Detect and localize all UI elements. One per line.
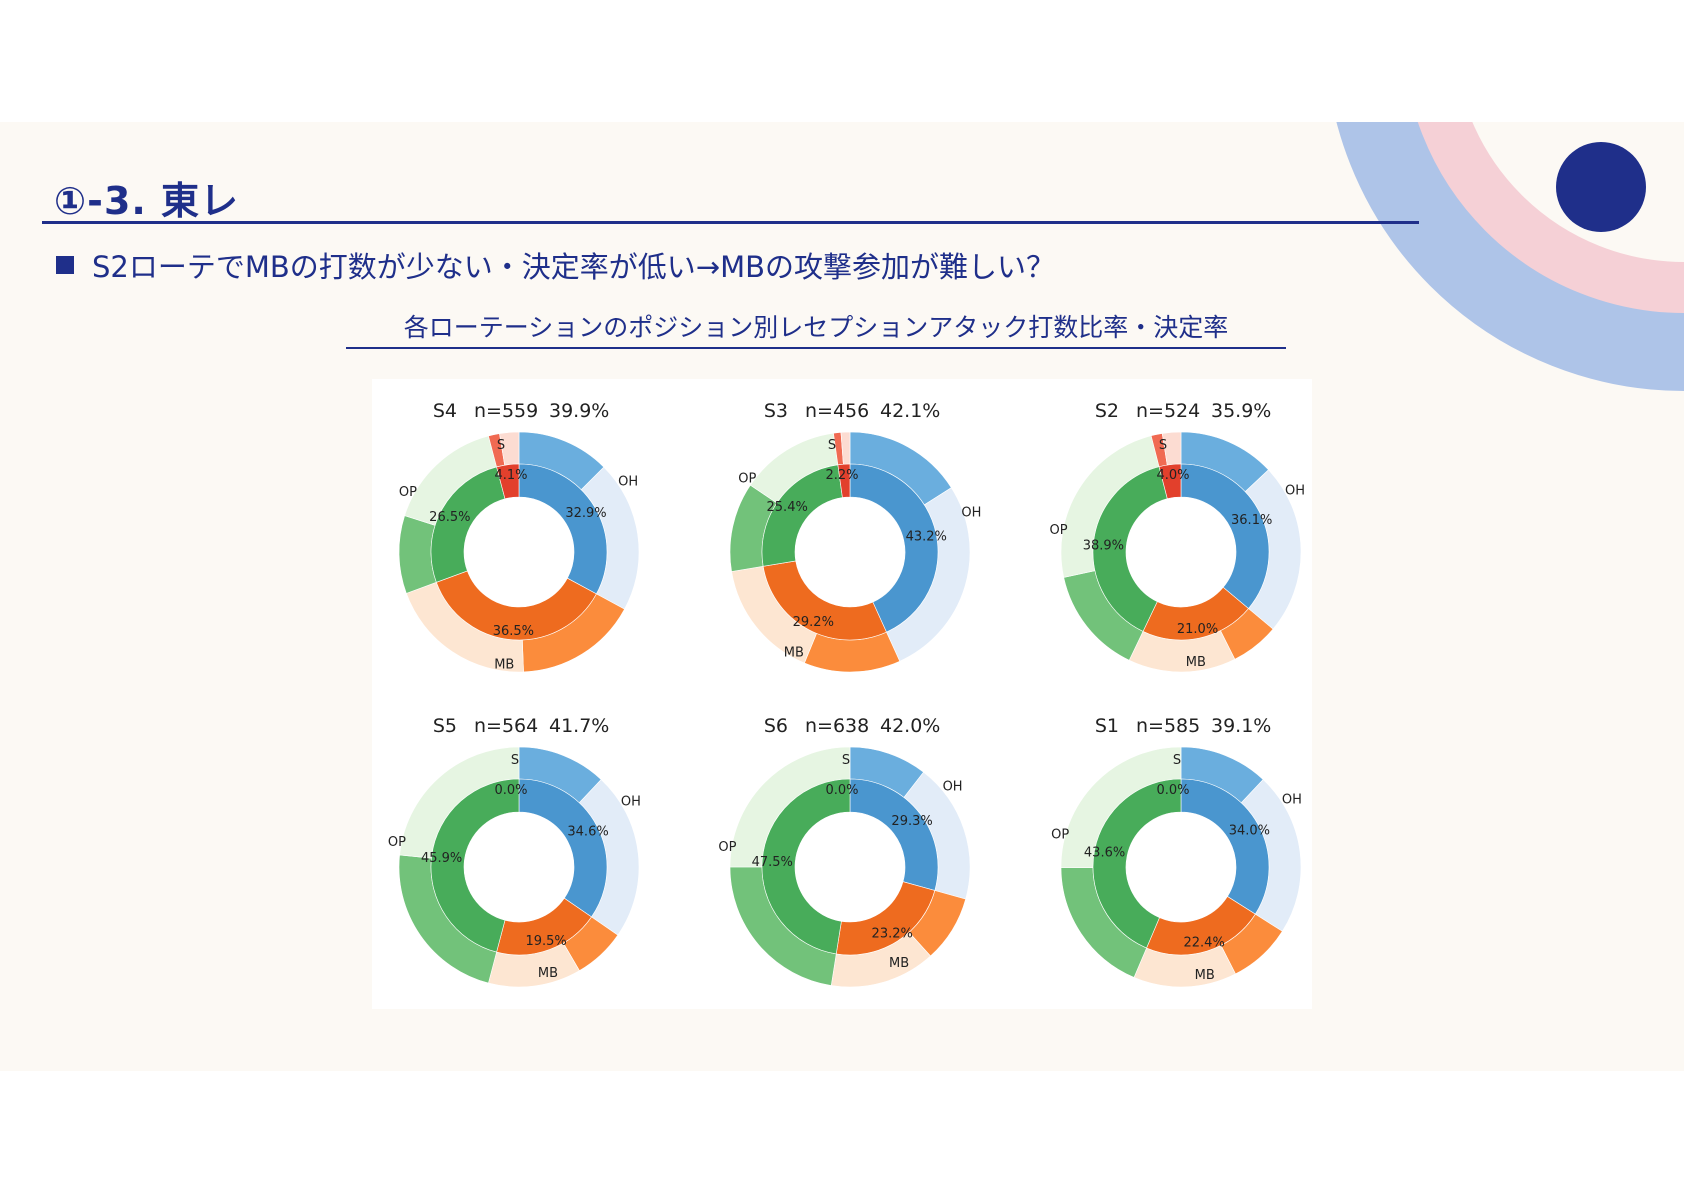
donut-S3: S3 n=456 42.1% 43.2% OH 29.2% MB 25.4% OP 2.2% S	[729, 400, 981, 673]
slide: ①-3. 東レ S2ローテでMBの打数が少ない・決定率が低い→MBの攻撃参加が難…	[0, 122, 1684, 1071]
pct-label-s: 4.1%	[494, 468, 527, 483]
rotation-label: S2	[1095, 400, 1119, 422]
pct-label-s: 0.0%	[1156, 783, 1189, 798]
position-label-mb: MB	[494, 657, 514, 672]
inner-slice-op	[1092, 778, 1182, 949]
rotation-label: S6	[764, 715, 788, 737]
position-label-s: S	[842, 753, 850, 768]
position-label-oh: OH	[1282, 793, 1302, 808]
rotation-label: S5	[433, 715, 457, 737]
pct-label-op: 38.9%	[1083, 538, 1124, 553]
position-label-oh: OH	[1285, 484, 1305, 499]
position-label-mb: MB	[1195, 968, 1215, 983]
position-label-op: OP	[399, 485, 417, 500]
rotation-label: S4	[433, 400, 457, 422]
rotation-label: S1	[1095, 715, 1119, 737]
title-underline	[42, 221, 1419, 224]
inner-slice-s	[837, 463, 851, 498]
pct-label-op: 26.5%	[429, 510, 470, 525]
position-label-op: OP	[1050, 523, 1068, 538]
position-label-mb: MB	[538, 966, 558, 981]
bullet-text: S2ローテでMBの打数が少ない・決定率が低い→MBの攻撃参加が難しい？	[92, 250, 1055, 284]
pct-label-mb: 23.2%	[872, 927, 913, 942]
pct-label-op: 25.4%	[767, 500, 808, 515]
donut-S5: S5 n=564 41.7% 34.6% OH 19.5% MB 45.9% OP 0.0% S	[388, 715, 641, 988]
position-label-op: OP	[1051, 828, 1069, 843]
pct-label-oh: 36.1%	[1231, 513, 1272, 528]
position-label-s: S	[828, 438, 836, 453]
position-label-s: S	[1159, 438, 1167, 453]
inner-slice-mb	[436, 570, 597, 641]
sample-count: n=559	[474, 400, 538, 422]
sample-count: n=524	[1136, 400, 1200, 422]
position-label-mb: MB	[889, 956, 909, 971]
position-label-s: S	[497, 438, 505, 453]
pct-label-mb: 22.4%	[1184, 935, 1225, 950]
position-label-s: S	[1173, 753, 1181, 768]
pct-label-oh: 32.9%	[565, 506, 606, 521]
inner-slice-s	[1158, 463, 1182, 500]
position-label-oh: OH	[618, 474, 638, 489]
inner-slice-op	[430, 778, 520, 953]
success-rate: 42.0%	[880, 715, 940, 737]
success-rate: 39.1%	[1211, 715, 1271, 737]
donut-S2: S2 n=524 35.9% 36.1% OH 21.0% MB 38.9% OP 4.0% S	[1050, 400, 1305, 673]
position-label-oh: OH	[943, 780, 963, 795]
pct-label-op: 43.6%	[1084, 845, 1125, 860]
inner-slice-oh	[518, 463, 608, 595]
deco-pink-ring	[1408, 122, 1684, 322]
donut-charts: S4 n=559 39.9%32.9%OH36.5%MB26.5%OP4.1%SS3…	[388, 400, 1305, 988]
pct-label-oh: 43.2%	[906, 529, 947, 544]
chart-panel: S4 n=559 39.9% 32.9% OH 36.5% MB 26.5% OP 4.1% S S3…	[372, 379, 1312, 1009]
bullet-point: S2ローテでMBの打数が少ない・決定率が低い→MBの攻撃参加が難しい？	[56, 244, 1055, 286]
success-rate: 35.9%	[1211, 400, 1271, 422]
position-label-s: S	[511, 753, 519, 768]
bullet-square-icon	[56, 256, 74, 274]
success-rate: 41.7%	[549, 715, 609, 737]
chart-title: 各ローテーションのポジション別レセプションアタック打数比率・決定率	[403, 313, 1229, 342]
pct-label-op: 47.5%	[752, 855, 793, 870]
donut-S6: S6 n=638 42.0% 29.3% OH 23.2% MB 47.5% OP 0.0% S	[718, 715, 971, 988]
pct-label-s: 4.0%	[1156, 468, 1189, 483]
page-title: ①-3. 東レ	[54, 179, 240, 223]
sample-count: n=564	[474, 715, 538, 737]
position-label-mb: MB	[1186, 655, 1206, 670]
pct-label-s: 0.0%	[825, 783, 858, 798]
sample-count: n=456	[805, 400, 869, 422]
pct-label-mb: 19.5%	[525, 934, 566, 949]
inner-slice-oh	[849, 463, 939, 633]
position-label-op: OP	[738, 472, 756, 487]
chart-title-underline	[346, 347, 1286, 349]
donut-S1: S1 n=585 39.1% 34.0% OH 22.4% MB 43.6% OP 0.0% S	[1051, 715, 1302, 988]
pct-label-mb: 36.5%	[493, 624, 534, 639]
deco-blue-ring	[1336, 122, 1684, 391]
position-label-op: OP	[388, 835, 406, 850]
pct-label-oh: 29.3%	[891, 814, 932, 829]
inner-slice-s	[496, 463, 520, 500]
rotation-label: S3	[764, 400, 788, 422]
pct-label-op: 45.9%	[421, 851, 462, 866]
deco-navy-dot	[1556, 142, 1646, 232]
position-label-oh: OH	[961, 506, 981, 521]
pct-label-mb: 29.2%	[793, 615, 834, 630]
position-label-op: OP	[718, 840, 736, 855]
donut-S4: S4 n=559 39.9% 32.9% OH 36.5% MB 26.5% OP 4.1% S	[398, 400, 640, 672]
inner-slice-op	[761, 778, 851, 955]
position-label-oh: OH	[621, 794, 641, 809]
pct-label-mb: 21.0%	[1177, 622, 1218, 637]
success-rate: 39.9%	[549, 400, 609, 422]
pct-label-oh: 34.0%	[1229, 823, 1270, 838]
position-label-mb: MB	[784, 645, 804, 660]
pct-label-oh: 34.6%	[567, 825, 608, 840]
inner-slice-oh	[518, 778, 608, 918]
inner-slice-oh	[1180, 778, 1270, 915]
inner-slice-oh	[1180, 463, 1270, 609]
pct-label-s: 0.0%	[494, 783, 527, 798]
success-rate: 42.1%	[880, 400, 940, 422]
pct-label-s: 2.2%	[825, 468, 858, 483]
inner-slice-op	[1092, 466, 1168, 632]
sample-count: n=585	[1136, 715, 1200, 737]
sample-count: n=638	[805, 715, 869, 737]
